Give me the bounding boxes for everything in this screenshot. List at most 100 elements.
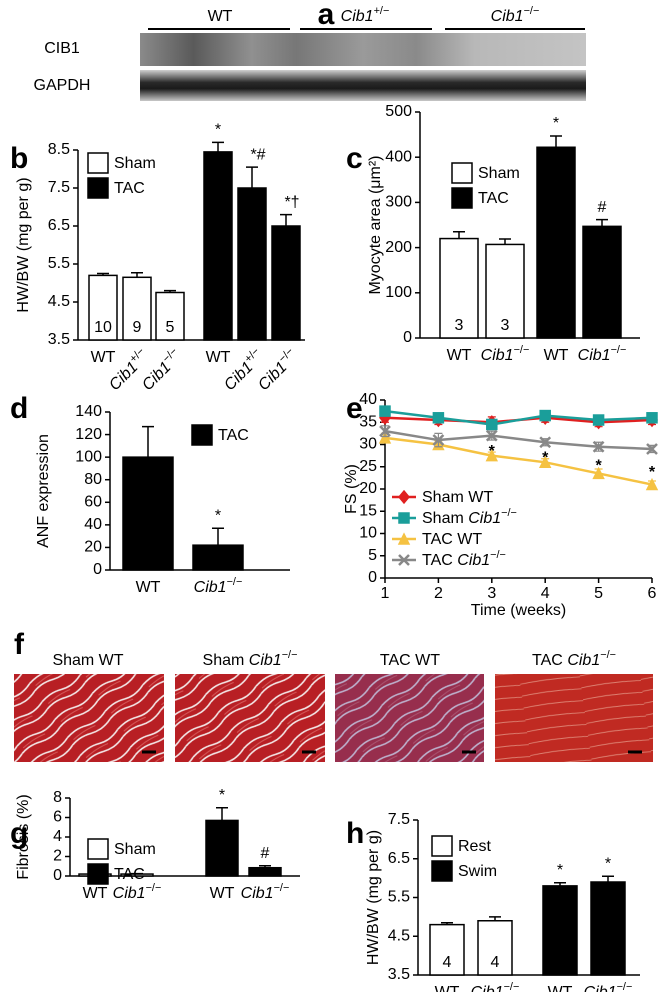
error-bar [259, 865, 271, 868]
legend-swatch [87, 838, 109, 860]
n-label: 11 [278, 319, 295, 336]
annotation: * [557, 862, 563, 879]
x-tick-label: Cib1−/− [584, 981, 633, 992]
y-tick-label: 5.5 [48, 255, 70, 272]
annotation: * [553, 115, 559, 132]
error-bar [164, 289, 176, 293]
y-tick-label: 100 [75, 448, 102, 465]
marker [592, 440, 605, 453]
n-label: 9 [214, 319, 223, 336]
row-label: CIB1 [44, 40, 80, 57]
y-tick-label: 100 [385, 284, 412, 301]
marker [486, 418, 498, 431]
y-tick-label: 20 [84, 539, 102, 556]
histology-image [335, 674, 484, 762]
legend-label: Sham [478, 165, 520, 182]
panel-letter: c [346, 142, 363, 175]
legend-swatch [191, 424, 213, 446]
y-tick-label: 7.5 [48, 179, 70, 196]
bar [122, 456, 174, 571]
y-tick-label: 140 [75, 403, 102, 420]
x-tick-label: WT [544, 347, 569, 364]
y-tick-label: 0 [403, 329, 412, 346]
annotation: * [215, 507, 221, 524]
y-tick-label: 8 [53, 789, 62, 806]
y-tick-label: 60 [84, 494, 102, 511]
marker [398, 554, 410, 566]
legend-label: Swim [458, 863, 497, 880]
bar [542, 885, 578, 976]
bar [155, 291, 185, 341]
n-label: 9 [248, 319, 257, 336]
line [384, 436, 653, 486]
panel-letter: b [10, 142, 28, 175]
bar [248, 866, 282, 877]
y-tick-label: 120 [75, 426, 102, 443]
x-tick-label: 4 [541, 585, 550, 602]
legend-swatch [431, 860, 453, 882]
y-tick-label: 300 [385, 194, 412, 211]
error-bar [246, 166, 258, 188]
x-tick-label: Cib1−/− [578, 344, 627, 364]
error-bar [280, 213, 292, 226]
row-label: GAPDH [34, 77, 91, 94]
legend-label: Rest [458, 838, 491, 855]
blot-band [140, 70, 586, 101]
x-tick-label: 6 [648, 585, 657, 602]
legend-swatch [431, 835, 453, 857]
panel-letter: a [318, 0, 335, 31]
y-axis-title: Fibrosis (%) [15, 794, 32, 879]
bar [536, 146, 576, 339]
annotation: # [261, 845, 270, 862]
x-tick-label: Cib1−/− [471, 981, 520, 992]
bar [237, 187, 267, 341]
fibrosis-stain [335, 674, 484, 762]
x-tick-label: WT [206, 349, 231, 366]
x-tick-label: Cib1−/− [241, 882, 290, 902]
y-tick-label: 6 [53, 809, 62, 826]
n-label: 9 [133, 319, 142, 336]
bar [582, 225, 622, 339]
legend-swatch [87, 177, 109, 199]
y-tick-label: 80 [84, 471, 102, 488]
bar [271, 225, 301, 341]
annotation: * [489, 443, 496, 460]
blot-band [140, 33, 586, 66]
marker [397, 532, 411, 545]
y-tick-label: 0 [53, 867, 62, 884]
y-tick-label: 0 [368, 569, 377, 586]
bar [88, 274, 118, 341]
y-axis-title: ANF expression [35, 434, 52, 548]
x-tick-label: 3 [487, 585, 496, 602]
n-label: 9 [556, 954, 565, 971]
y-tick-label: 0 [93, 561, 102, 578]
marker [538, 455, 552, 469]
y-axis-title: Myocyte area (μm²) [367, 155, 384, 294]
y-tick-label: 40 [84, 516, 102, 533]
n-label: 4 [491, 954, 500, 971]
annotation: * [595, 457, 602, 474]
y-axis-title: HW/BW (mg per g) [365, 830, 382, 965]
marker [398, 512, 410, 524]
group-label: WT [208, 8, 233, 25]
y-tick-label: 5.5 [388, 889, 410, 906]
marker [379, 425, 391, 438]
y-tick-label: 6.5 [388, 850, 410, 867]
annotation: * [542, 450, 549, 467]
bar [205, 819, 239, 877]
marker [592, 414, 605, 426]
y-tick-label: 6.5 [48, 217, 70, 234]
y-tick-label: 20 [359, 480, 377, 497]
histology-image [175, 674, 325, 762]
bar [485, 243, 525, 339]
error-bar [97, 272, 109, 276]
n-label: 4 [443, 954, 452, 971]
y-tick-label: 30 [359, 436, 377, 453]
image-label: Sham Cib1−/− [203, 649, 298, 669]
bar [477, 920, 513, 976]
marker [645, 477, 659, 491]
legend-label: TAC [478, 190, 509, 207]
legend-label: TAC [218, 427, 249, 444]
legend-label: TAC Cib1−/− [422, 549, 506, 569]
n-label: 4 [552, 317, 561, 334]
